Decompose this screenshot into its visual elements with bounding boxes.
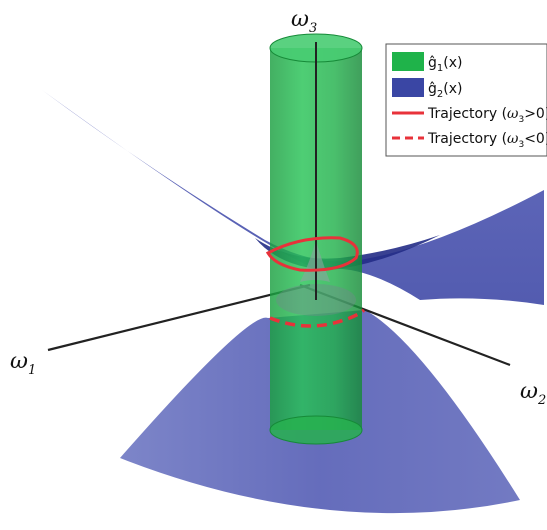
legend-swatch-g1 — [392, 52, 424, 71]
svg-text:ω1: ω1 — [10, 349, 36, 378]
upper-sheet-surface — [42, 90, 544, 305]
trajectory-positive — [265, 236, 359, 272]
svg-text:Trajectory (ω3<0): Trajectory (ω3<0) — [427, 131, 547, 150]
axis-label-omega2: ω2 — [520, 379, 546, 408]
legend-swatch-g2 — [392, 78, 424, 97]
axis-omega1-line — [47, 283, 311, 352]
cylinder-bottom — [269, 415, 363, 445]
svg-text:ĝ1(x): ĝ1(x) — [428, 55, 462, 74]
legend-item-trajectory-negative: Trajectory (ω3<0) — [392, 131, 547, 150]
svg-text:ĝ2(x): ĝ2(x) — [428, 81, 462, 100]
legend-item-trajectory-positive: Trajectory (ω3>0) — [392, 106, 547, 125]
trajectory-negative — [269, 308, 366, 328]
legend: ĝ1(x) ĝ2(x) Trajectory (ω3>0) Trajectory… — [385, 43, 547, 157]
svg-text:ω2: ω2 — [520, 379, 546, 408]
legend-item-g2: ĝ2(x) — [392, 78, 462, 100]
legend-item-g1: ĝ1(x) — [392, 52, 462, 74]
axis-label-omega1: ω1 — [10, 349, 36, 378]
svg-text:Trajectory (ω3>0): Trajectory (ω3>0) — [427, 106, 547, 125]
svg-text:ω3: ω3 — [291, 7, 317, 36]
axis-label-omega3: ω3 — [291, 7, 317, 36]
